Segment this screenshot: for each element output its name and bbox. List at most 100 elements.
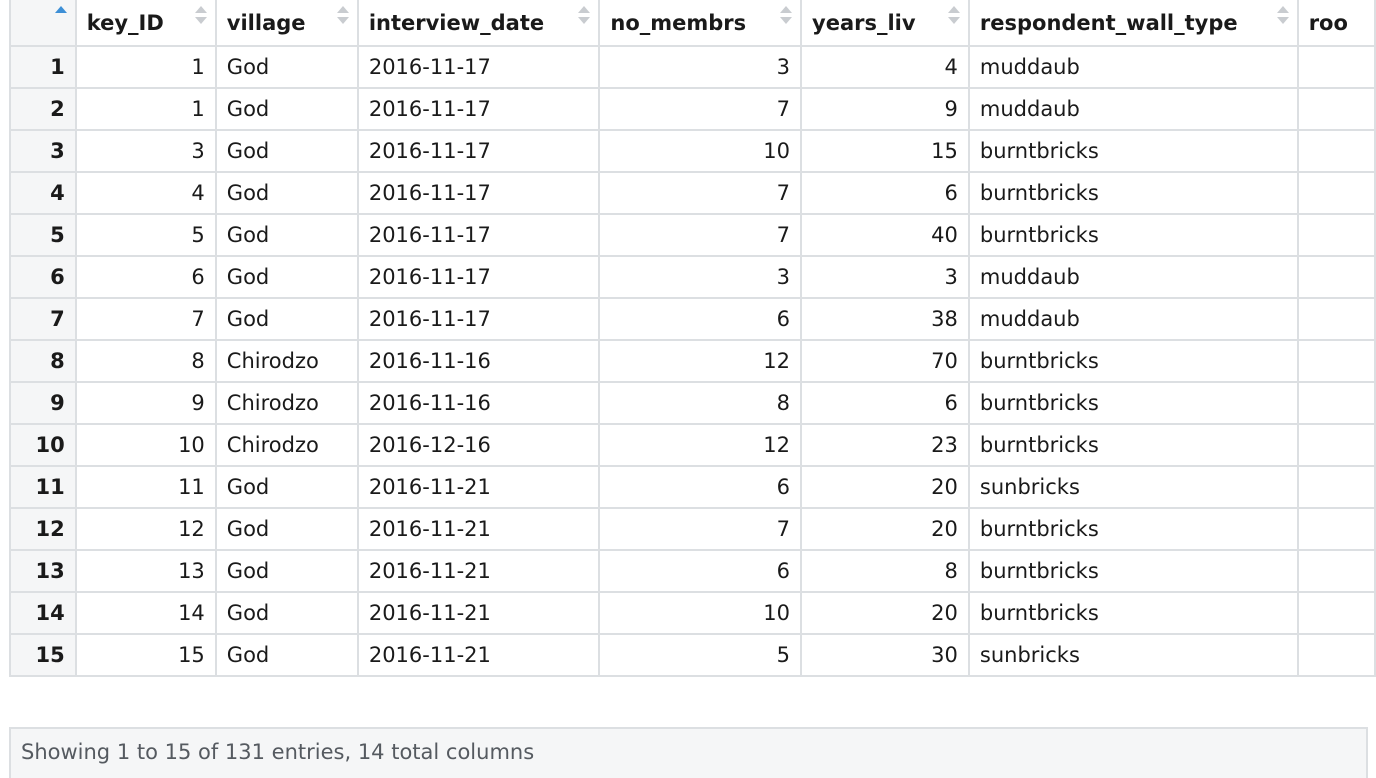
cell-village: God [214, 507, 359, 551]
cell-no-membrs: 3 [598, 255, 803, 299]
cell-respondent-wall-type: burntbricks [967, 591, 1299, 635]
table-row: 7 7 God 2016-11-17 6 38 muddaub [9, 297, 1376, 341]
cell-no-membrs: 10 [598, 129, 803, 173]
cell-rooms [1296, 255, 1376, 299]
cell-key-id: 4 [74, 171, 217, 215]
cell-respondent-wall-type: burntbricks [967, 423, 1299, 467]
table-row: 15 15 God 2016-11-21 5 30 sunbricks [9, 633, 1376, 677]
cell-no-membrs: 5 [598, 633, 803, 677]
cell-village: Chirodzo [214, 381, 359, 425]
cell-interview-date: 2016-11-21 [356, 465, 601, 509]
cell-rooms [1296, 213, 1376, 257]
cell-key-id: 14 [74, 591, 217, 635]
cell-no-membrs: 8 [598, 381, 803, 425]
column-header-label: no_membrs [610, 10, 747, 35]
cell-no-membrs: 3 [598, 45, 803, 89]
sort-icon[interactable] [194, 6, 207, 26]
cell-respondent-wall-type: sunbricks [967, 633, 1299, 677]
sort-icon[interactable] [336, 6, 349, 26]
column-header-label: roo [1308, 10, 1348, 35]
data-viewer: key_ID village interview_date no_membrs year… [9, 0, 1376, 778]
column-header-label: interview_date [368, 10, 545, 35]
cell-years-liv: 6 [800, 171, 970, 215]
column-header-respondent-wall-type[interactable]: respondent_wall_type [967, 0, 1299, 47]
row-number: 5 [9, 213, 77, 257]
cell-no-membrs: 6 [598, 297, 803, 341]
row-number: 10 [9, 423, 77, 467]
cell-years-liv: 4 [800, 45, 970, 89]
cell-interview-date: 2016-11-17 [356, 255, 601, 299]
cell-village: God [214, 633, 359, 677]
cell-interview-date: 2016-11-21 [356, 507, 601, 551]
table-row: 14 14 God 2016-11-21 10 20 burntbricks [9, 591, 1376, 635]
column-header-rooms[interactable]: roo [1296, 0, 1376, 47]
cell-rooms [1296, 45, 1376, 89]
cell-village: Chirodzo [214, 339, 359, 383]
cell-village: God [214, 213, 359, 257]
entries-summary: Showing 1 to 15 of 131 entries, 14 total… [21, 740, 535, 764]
cell-village: God [214, 591, 359, 635]
row-number: 3 [9, 129, 77, 173]
column-header-label: key_ID [86, 10, 164, 35]
cell-village: God [214, 129, 359, 173]
cell-years-liv: 23 [800, 423, 970, 467]
cell-key-id: 11 [74, 465, 217, 509]
cell-rooms [1296, 129, 1376, 173]
cell-interview-date: 2016-11-17 [356, 297, 601, 341]
cell-village: God [214, 255, 359, 299]
cell-years-liv: 40 [800, 213, 970, 257]
cell-years-liv: 20 [800, 465, 970, 509]
cell-respondent-wall-type: burntbricks [967, 339, 1299, 383]
cell-interview-date: 2016-11-16 [356, 381, 601, 425]
cell-key-id: 3 [74, 129, 217, 173]
cell-rooms [1296, 507, 1376, 551]
cell-years-liv: 8 [800, 549, 970, 593]
sort-icon[interactable] [780, 6, 793, 26]
table-row: 10 10 Chirodzo 2016-12-16 12 23 burntbricks [9, 423, 1376, 467]
cell-interview-date: 2016-11-17 [356, 213, 601, 257]
cell-key-id: 7 [74, 297, 217, 341]
cell-interview-date: 2016-11-21 [356, 591, 601, 635]
table-row: 5 5 God 2016-11-17 7 40 burntbricks [9, 213, 1376, 257]
cell-years-liv: 20 [800, 507, 970, 551]
table-row: 1 1 God 2016-11-17 3 4 muddaub [9, 45, 1376, 89]
column-header-no-membrs[interactable]: no_membrs [598, 0, 803, 47]
row-number: 12 [9, 507, 77, 551]
column-header-village[interactable]: village [214, 0, 359, 47]
cell-rooms [1296, 297, 1376, 341]
cell-key-id: 15 [74, 633, 217, 677]
cell-respondent-wall-type: burntbricks [967, 507, 1299, 551]
sort-icon[interactable] [947, 6, 960, 26]
table-row: 13 13 God 2016-11-21 6 8 burntbricks [9, 549, 1376, 593]
cell-years-liv: 20 [800, 591, 970, 635]
table-body: 1 1 God 2016-11-17 3 4 muddaub 2 1 God 2016-11-17 7… [9, 45, 1376, 677]
cell-key-id: 1 [74, 87, 217, 131]
cell-rooms [1296, 87, 1376, 131]
cell-interview-date: 2016-11-17 [356, 87, 601, 131]
sort-icon[interactable] [1276, 6, 1289, 26]
cell-respondent-wall-type: muddaub [967, 297, 1299, 341]
cell-no-membrs: 6 [598, 549, 803, 593]
row-number: 1 [9, 45, 77, 89]
cell-no-membrs: 7 [598, 507, 803, 551]
cell-rooms [1296, 423, 1376, 467]
column-header-rownum[interactable] [9, 0, 77, 47]
cell-interview-date: 2016-11-16 [356, 339, 601, 383]
cell-no-membrs: 7 [598, 87, 803, 131]
sort-icon[interactable] [578, 6, 591, 26]
cell-village: God [214, 549, 359, 593]
cell-years-liv: 30 [800, 633, 970, 677]
cell-key-id: 1 [74, 45, 217, 89]
table-footer: Showing 1 to 15 of 131 entries, 14 total… [9, 727, 1368, 778]
cell-no-membrs: 10 [598, 591, 803, 635]
cell-respondent-wall-type: burntbricks [967, 171, 1299, 215]
cell-years-liv: 3 [800, 255, 970, 299]
cell-interview-date: 2016-11-17 [356, 171, 601, 215]
column-header-years-liv[interactable]: years_liv [800, 0, 970, 47]
column-header-interview-date[interactable]: interview_date [356, 0, 601, 47]
table-row: 11 11 God 2016-11-21 6 20 sunbricks [9, 465, 1376, 509]
sort-ascending-icon[interactable] [54, 6, 67, 26]
cell-key-id: 6 [74, 255, 217, 299]
cell-rooms [1296, 549, 1376, 593]
column-header-key-id[interactable]: key_ID [74, 0, 217, 47]
